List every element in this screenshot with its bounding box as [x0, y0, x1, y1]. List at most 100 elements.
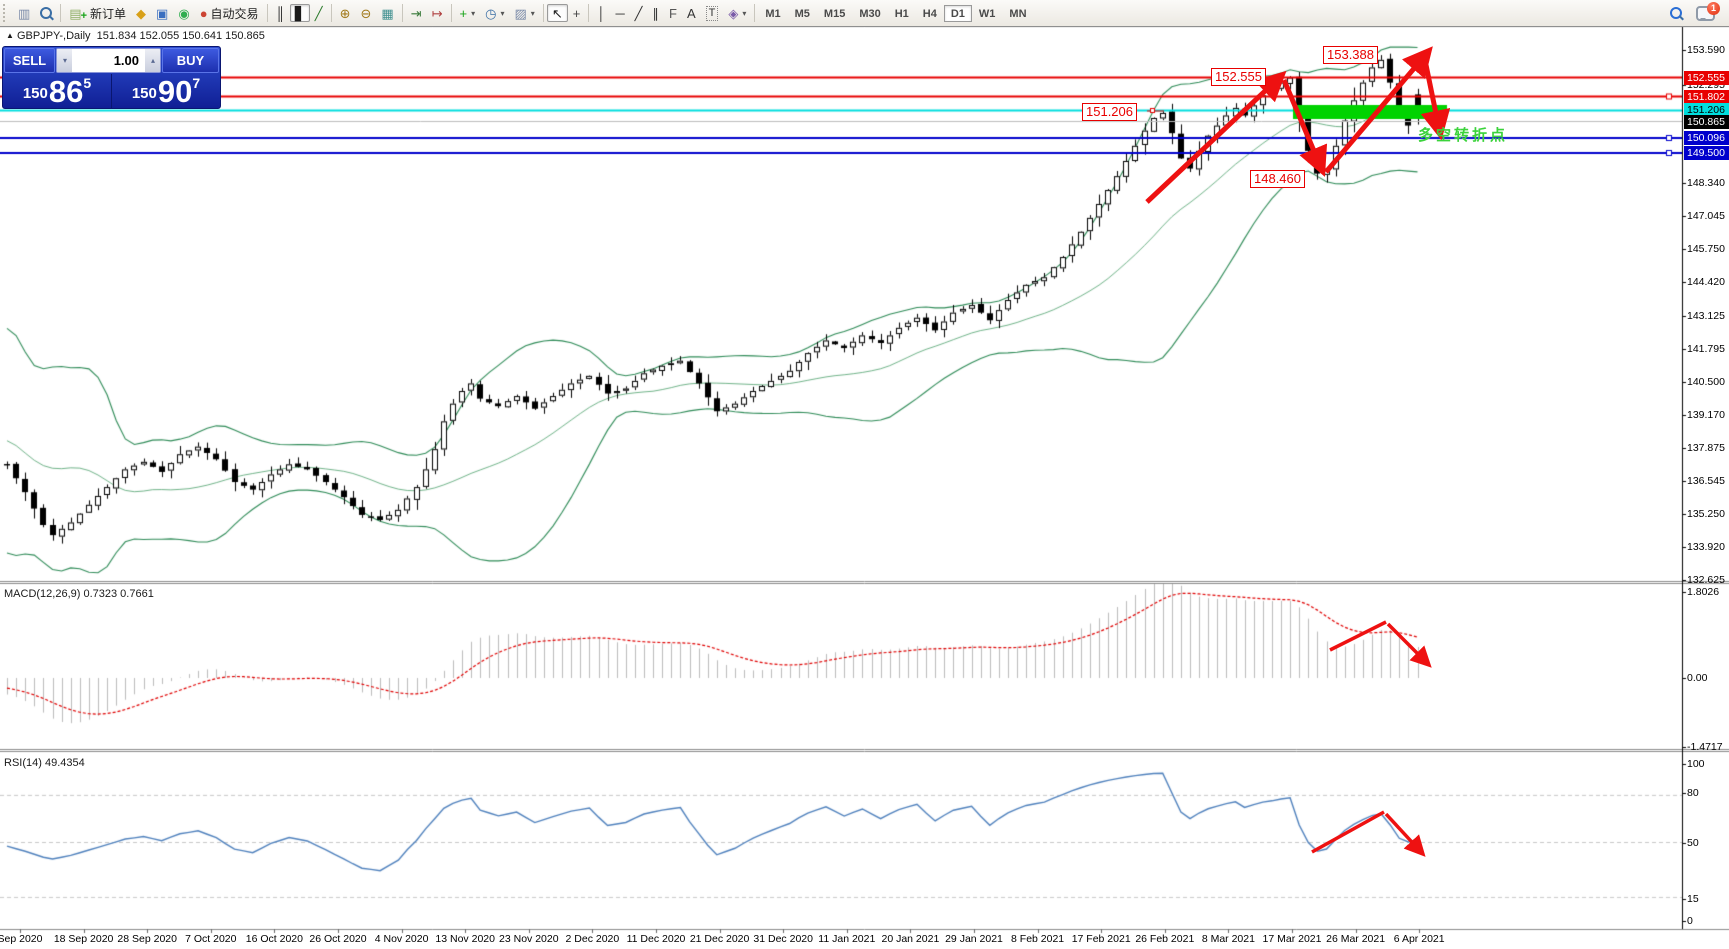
ohlc-values: 151.834 152.055 150.641 150.865	[96, 30, 265, 42]
channel-icon: ∥	[652, 5, 659, 21]
volume-control: ▾ ▴	[56, 48, 161, 73]
trendline-button[interactable]: ╱	[630, 4, 648, 22]
price-tick: 144.420	[1687, 276, 1725, 288]
volume-decrease-button[interactable]: ▾	[57, 49, 72, 72]
chat-icon[interactable]: 1	[1696, 1, 1720, 21]
date-label: 26 Mar 2021	[1326, 933, 1386, 945]
chevron-down-icon: ▾	[471, 8, 476, 18]
price-annotation-label[interactable]: 151.206	[1082, 103, 1137, 121]
timeframe-mn-button[interactable]: MN	[1009, 7, 1027, 20]
tile-windows-button[interactable]: ▦	[376, 4, 398, 22]
tsep	[754, 4, 756, 22]
new-order-icon: ▤	[69, 5, 82, 21]
price-badge: 150.865	[1684, 115, 1729, 129]
crosshair-button[interactable]: +	[568, 4, 586, 22]
rsi-tick: 15	[1687, 893, 1699, 905]
indicators-button[interactable]: + ▾	[455, 4, 481, 22]
volume-increase-button[interactable]: ▴	[145, 49, 160, 72]
price-badge: 149.500	[1684, 146, 1729, 160]
line-chart-icon: ╱	[314, 5, 323, 21]
profiles-icon: ▥	[18, 5, 31, 21]
timeframe-m15-button[interactable]: M15	[823, 7, 846, 20]
templates-button[interactable]: ▨ ▾	[510, 4, 540, 22]
bar-chart-icon: ║	[275, 5, 285, 21]
tile-windows-icon: ▦	[381, 5, 394, 21]
tsep	[588, 4, 590, 22]
collapse-ohlc-icon[interactable]: ▲	[6, 31, 14, 40]
candlestick-chart-button[interactable]: ▋	[289, 4, 310, 22]
date-label: 6 Apr 2021	[1393, 933, 1445, 945]
horizontal-line-button[interactable]: ─	[610, 4, 629, 22]
rsi-tick: 80	[1687, 787, 1699, 799]
autotrading-label: 自动交易	[210, 6, 259, 21]
text-button[interactable]: A	[682, 4, 701, 22]
signals-button[interactable]: ◉	[173, 4, 194, 22]
price-badge: 152.555	[1684, 71, 1729, 85]
price-tick: 135.250	[1687, 508, 1725, 520]
mql-editor-button[interactable]: ◆	[131, 4, 151, 22]
timeframe-m1-button[interactable]: M1	[765, 7, 781, 20]
price-badge: 151.802	[1684, 90, 1729, 104]
buy-price-big: 90	[157, 74, 193, 109]
arrows-tool-button[interactable]: ◈ ▾	[723, 4, 751, 22]
market-button[interactable]: ▣	[151, 4, 173, 22]
timeframe-d1-button[interactable]: D1	[943, 4, 972, 22]
rsi-tick: 100	[1687, 758, 1705, 770]
date-label: Sep 2020	[0, 933, 43, 945]
profiles-button[interactable]: ▥	[13, 4, 35, 22]
arrows-tool-icon: ◈	[728, 5, 739, 21]
date-label: 26 Oct 2020	[309, 933, 367, 945]
auto-scroll-icon: ⇥	[410, 5, 422, 21]
price-annotation-label[interactable]: 153.388	[1323, 46, 1378, 64]
sell-price[interactable]: 150 86 5	[3, 74, 112, 108]
horizontal-line-icon: ─	[615, 5, 625, 21]
chinese-note-label[interactable]: 多空转折点	[1418, 127, 1509, 144]
cursor-icon: ↖	[551, 5, 563, 21]
tsep	[450, 4, 452, 22]
volume-input[interactable]	[72, 49, 145, 72]
sell-button[interactable]: SELL	[4, 48, 55, 73]
buy-button[interactable]: BUY	[162, 48, 219, 73]
timeframe-m30-button[interactable]: M30	[859, 7, 881, 20]
cursor-button[interactable]: ↖	[546, 4, 568, 22]
channel-button[interactable]: ∥	[647, 4, 664, 22]
fibonacci-button[interactable]: F	[664, 4, 682, 22]
chevron-down-icon: ▾	[500, 8, 505, 18]
periods-clock-button[interactable]: ◷ ▾	[480, 4, 509, 22]
zoom-out-button[interactable]: ⊖	[356, 4, 377, 22]
macd-tick: -1.4717	[1687, 741, 1723, 753]
zoom-in-button[interactable]: ⊕	[335, 4, 356, 22]
buy-price[interactable]: 150 90 7	[112, 74, 220, 108]
zoom-out-icon: ⊖	[360, 5, 372, 21]
macd-tick: 1.8026	[1687, 586, 1720, 598]
tsep	[542, 4, 544, 22]
signals-icon: ◉	[178, 5, 190, 21]
timeframe-h1-button[interactable]: H1	[894, 7, 909, 20]
price-tick: 145.750	[1687, 243, 1725, 255]
date-label: 13 Nov 2020	[435, 933, 495, 945]
indicators-icon: +	[459, 5, 468, 21]
date-label: 18 Sep 2020	[53, 933, 114, 945]
new-order-button[interactable]: ▤ + 新订单	[64, 4, 131, 23]
auto-scroll-button[interactable]: ⇥	[406, 4, 427, 22]
chart-shift-button[interactable]: ↦	[427, 4, 448, 22]
price-annotation-label[interactable]: 152.555	[1211, 68, 1266, 86]
timeframe-m5-button[interactable]: M5	[794, 7, 810, 20]
date-label: 26 Feb 2021	[1135, 933, 1195, 945]
new-order-label: 新订单	[90, 6, 127, 21]
date-label: 11 Dec 2020	[626, 933, 686, 945]
autotrading-button[interactable]: ● 自动交易	[195, 4, 264, 22]
timeframe-w1-button[interactable]: W1	[978, 7, 996, 20]
price-annotation-label[interactable]: 148.460	[1250, 170, 1305, 188]
timeframe-h4-button[interactable]: H4	[922, 7, 937, 20]
find-symbol-button[interactable]	[35, 4, 57, 22]
vertical-line-button[interactable]: │	[592, 4, 610, 22]
notification-badge: 1	[1707, 1, 1720, 15]
price-badge: 150.096	[1684, 131, 1729, 145]
bar-chart-button[interactable]: ║	[271, 4, 290, 22]
text-label-button[interactable]: T	[701, 4, 724, 22]
line-chart-button[interactable]: ╱	[310, 4, 328, 22]
search-icon[interactable]	[1670, 7, 1682, 19]
vertical-line-icon: │	[597, 5, 606, 21]
